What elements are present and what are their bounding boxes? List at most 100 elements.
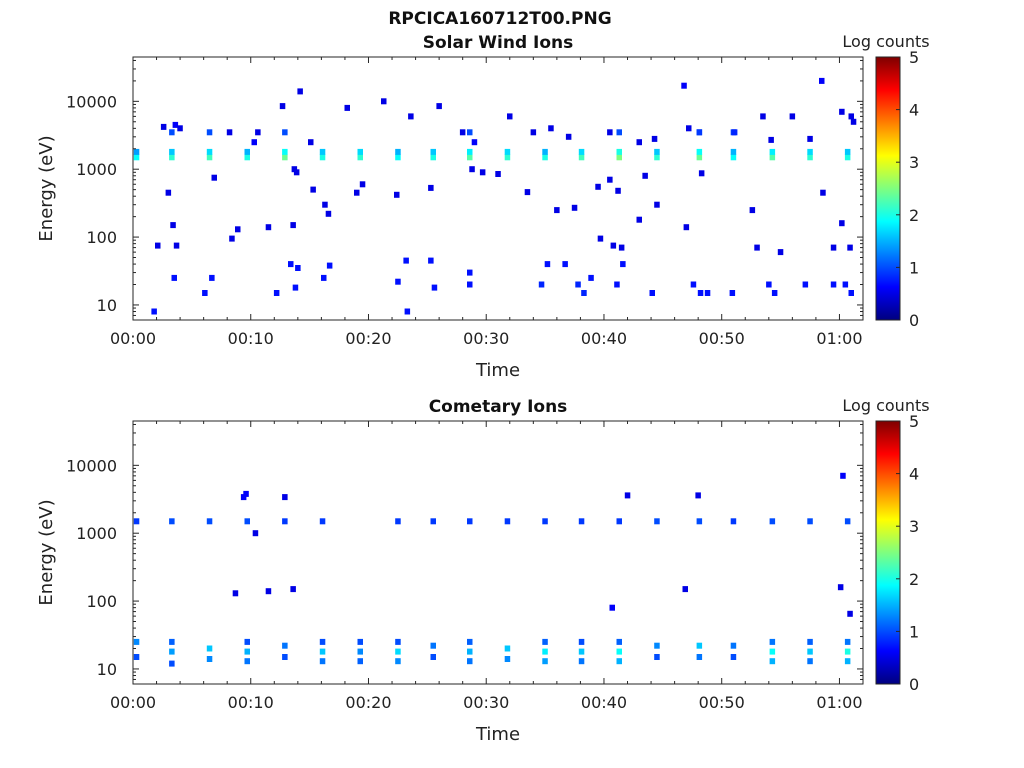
heatmap-cell — [430, 642, 436, 649]
heatmap-cell — [290, 586, 296, 593]
heatmap-cell — [171, 274, 177, 281]
heatmap-cell — [696, 518, 703, 525]
heatmap-cell — [837, 584, 844, 591]
heatmap-cell — [624, 492, 631, 499]
heatmap-cell — [428, 184, 434, 191]
heatmap-cell — [830, 281, 837, 288]
heatmap-cell — [395, 148, 401, 155]
heatmap-cell — [293, 169, 300, 176]
plot-area — [133, 421, 863, 684]
y-tick-label: 10 — [97, 660, 117, 679]
heatmap-cell — [282, 494, 288, 501]
heatmap-cell — [504, 656, 511, 662]
heatmap-cell — [169, 518, 175, 525]
heatmap-cell — [169, 154, 175, 161]
heatmap-cell — [844, 638, 851, 645]
heatmap-cell — [839, 220, 845, 227]
heatmap-cell — [616, 518, 622, 525]
heatmap-cells — [133, 77, 857, 315]
axes-box — [132, 420, 864, 685]
x-tick-label: 00:20 — [345, 693, 391, 712]
heatmap-cell — [436, 103, 442, 110]
heatmap-cell — [848, 290, 854, 296]
y-tick-label: 1000 — [76, 524, 117, 543]
heatmap-cell — [133, 154, 140, 161]
heatmap-cell — [616, 648, 622, 655]
heatmap-cell — [319, 638, 326, 645]
heatmap-cell — [282, 654, 288, 660]
heatmap-cell — [616, 658, 622, 665]
heatmap-cell — [554, 207, 560, 214]
x-axis-label: Time — [475, 360, 520, 381]
colorbar-label: Log counts — [842, 396, 929, 415]
heatmap-cell — [395, 154, 401, 161]
heatmap-cell — [696, 642, 703, 649]
heatmap-cell — [428, 257, 434, 264]
y-tick-label: 10 — [97, 296, 117, 315]
heatmap-cell — [170, 222, 176, 229]
heatmap-cell — [206, 154, 213, 161]
heatmap-cell — [847, 610, 853, 617]
heatmap-cell — [695, 492, 701, 499]
heatmap-cell — [282, 642, 288, 649]
heatmap-cell — [244, 638, 250, 645]
heatmap-cell — [578, 154, 585, 161]
heatmap-cell — [730, 148, 737, 155]
heatmap-cell — [696, 148, 703, 155]
heatmap-cell — [524, 189, 531, 196]
heatmap-cell — [840, 472, 846, 479]
x-tick-label: 00:50 — [699, 693, 745, 712]
heatmap-cell — [202, 290, 208, 296]
heatmap-cell — [172, 121, 179, 128]
heatmap-cell — [760, 113, 766, 120]
colorbar-tick-label: 5 — [909, 48, 919, 67]
heatmap-cell — [588, 274, 594, 281]
heatmap-cell — [730, 654, 737, 660]
heatmap-cell — [754, 244, 760, 251]
heatmap-cell — [133, 148, 140, 155]
x-tick-label: 00:40 — [581, 329, 627, 348]
heatmap-cell — [290, 222, 296, 229]
x-tick-label: 00:30 — [463, 693, 509, 712]
heatmap-cell — [651, 135, 658, 142]
heatmap-cell — [654, 654, 660, 660]
heatmap-cell — [151, 308, 157, 315]
heatmap-cell — [830, 244, 837, 251]
heatmap-cell — [548, 125, 554, 132]
panel-cometary-ions: 00:00 00:10 00:20 00:30 00:40 00:50 01:0010100… — [36, 396, 930, 745]
heatmap-cell — [244, 154, 250, 161]
x-tick-label: 01:00 — [816, 693, 862, 712]
heatmap-cell — [504, 645, 511, 652]
heatmap-cell — [683, 224, 690, 231]
heatmap-cell — [319, 658, 326, 665]
heatmap-cell — [597, 235, 604, 242]
heatmap-cell — [395, 648, 401, 655]
heatmap-cell — [155, 242, 161, 249]
heatmap-cell — [766, 281, 772, 288]
heatmap-cell — [321, 274, 327, 281]
heatmap-cell — [177, 125, 183, 132]
heatmap-cell — [504, 148, 511, 155]
heatmap-cell — [165, 189, 172, 196]
colorbar — [875, 56, 901, 321]
heatmap-cell — [848, 113, 854, 120]
heatmap-cell — [542, 148, 548, 155]
x-tick-label: 00:00 — [110, 693, 156, 712]
heatmap-cell — [395, 278, 401, 285]
heatmap-cell — [610, 242, 617, 249]
heatmap-cell — [620, 261, 626, 268]
x-tick-label: 00:00 — [110, 329, 156, 348]
heatmap-cell — [357, 638, 363, 645]
heatmap-cell — [395, 638, 401, 645]
heatmap-cell — [235, 226, 241, 233]
heatmap-cell — [133, 654, 140, 660]
heatmap-cell — [430, 654, 436, 660]
heatmap-cell — [430, 154, 436, 161]
heatmap-cell — [467, 129, 473, 136]
heatmap-cell — [565, 133, 572, 140]
heatmap-cell — [571, 204, 578, 211]
heatmap-cell — [789, 113, 796, 120]
heatmap-cell — [642, 172, 648, 179]
heatmap-cell — [504, 518, 511, 525]
heatmap-cell — [807, 518, 813, 525]
